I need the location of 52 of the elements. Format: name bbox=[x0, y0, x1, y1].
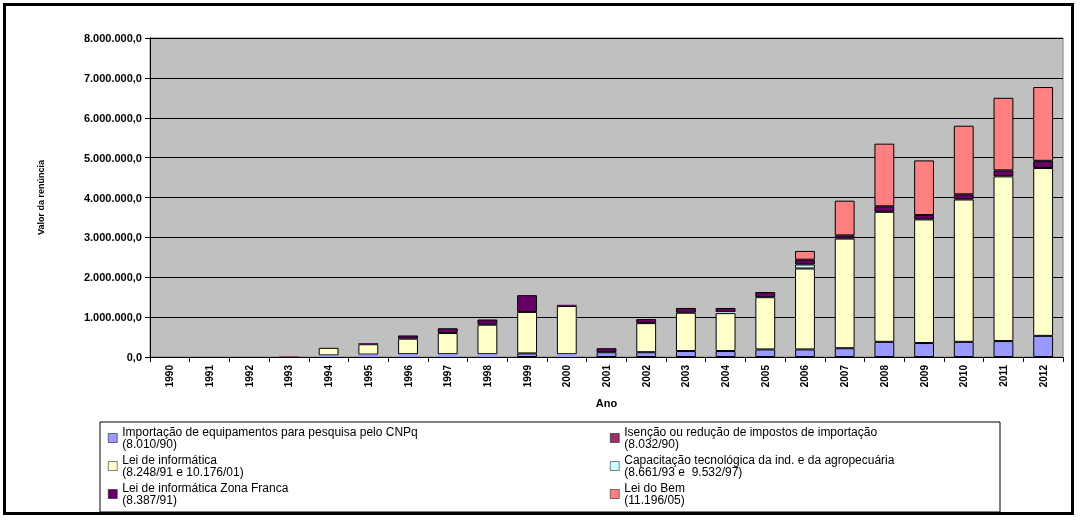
x-tick-label: 2008 bbox=[878, 364, 890, 388]
legend-label: Capacitação tecnológica da ind. e da agropecuária (8.661/93 e 9.532/97) bbox=[624, 453, 895, 479]
x-tick-label: 2012 bbox=[1037, 364, 1049, 388]
bar bbox=[358, 344, 379, 355]
bar bbox=[318, 347, 339, 356]
bar bbox=[636, 323, 657, 353]
x-tick-label: 1997 bbox=[442, 364, 454, 388]
x-tick-label: 1994 bbox=[323, 364, 335, 388]
y-tick-label: 7.000.000,0 bbox=[83, 71, 142, 84]
bar bbox=[596, 348, 617, 353]
legend-label: Importação de equipamentos para pesquisa pelo CNPq (8.010/90) bbox=[122, 425, 418, 451]
x-tick-label: 2002 bbox=[640, 364, 652, 388]
x-tick-label: 2007 bbox=[839, 364, 851, 388]
bar bbox=[596, 352, 617, 357]
bar bbox=[834, 200, 855, 236]
x-axis-title: Ano bbox=[595, 396, 618, 409]
y-tick-label: 6.000.000,0 bbox=[83, 111, 142, 124]
x-tick-label: 2001 bbox=[601, 364, 612, 388]
x-tick-label: 1995 bbox=[362, 364, 374, 388]
x-tick-label: 2004 bbox=[720, 364, 732, 388]
x-tick-label: 2010 bbox=[958, 364, 970, 388]
x-tick-label: 2003 bbox=[680, 364, 692, 388]
x-tick-label: 1998 bbox=[481, 364, 493, 388]
bar bbox=[795, 250, 815, 260]
x-tick-label: 2009 bbox=[918, 364, 930, 388]
legend-label: Lei de informática Zona Franca (8.387/91) bbox=[122, 481, 289, 507]
y-tick-label: 5.000.000,0 bbox=[83, 151, 142, 164]
bar bbox=[437, 354, 458, 357]
y-axis-title: Valor da renúncia bbox=[35, 158, 46, 236]
legend-label: Lei de informática (8.248/91 e 10.176/01) bbox=[122, 453, 244, 479]
x-tick-label: 1992 bbox=[243, 364, 255, 388]
y-tick-label: 1.000.000,0 bbox=[83, 311, 142, 324]
x-tick-label: 2006 bbox=[799, 364, 811, 388]
x-tick-label: 2005 bbox=[759, 364, 771, 388]
y-tick-label: 2.000.000,0 bbox=[83, 271, 142, 284]
y-tick-label: 0,0 bbox=[126, 351, 142, 363]
y-tick-label: 4.000.000,0 bbox=[83, 191, 142, 204]
legend-label: Lei do Bem (11.196/05) bbox=[624, 481, 685, 507]
x-tick-label: 1993 bbox=[283, 364, 295, 388]
legend-label: Isenção ou redução de impostos de importação (8.032/90) bbox=[624, 425, 878, 451]
y-tick-label: 3.000.000,0 bbox=[83, 231, 142, 244]
bar bbox=[477, 354, 498, 357]
y-tick-label: 8.000.000,0 bbox=[83, 32, 142, 44]
x-tick-label: 2011 bbox=[997, 364, 1009, 387]
bar bbox=[398, 354, 418, 357]
x-tick-label: 2000 bbox=[561, 364, 573, 388]
x-tick-label: 1991 bbox=[204, 364, 216, 388]
x-tick-label: 1996 bbox=[402, 364, 414, 388]
bar bbox=[556, 354, 577, 357]
bar bbox=[398, 338, 418, 355]
x-tick-label: 1990 bbox=[164, 364, 176, 388]
x-tick-label: 1999 bbox=[521, 364, 533, 388]
